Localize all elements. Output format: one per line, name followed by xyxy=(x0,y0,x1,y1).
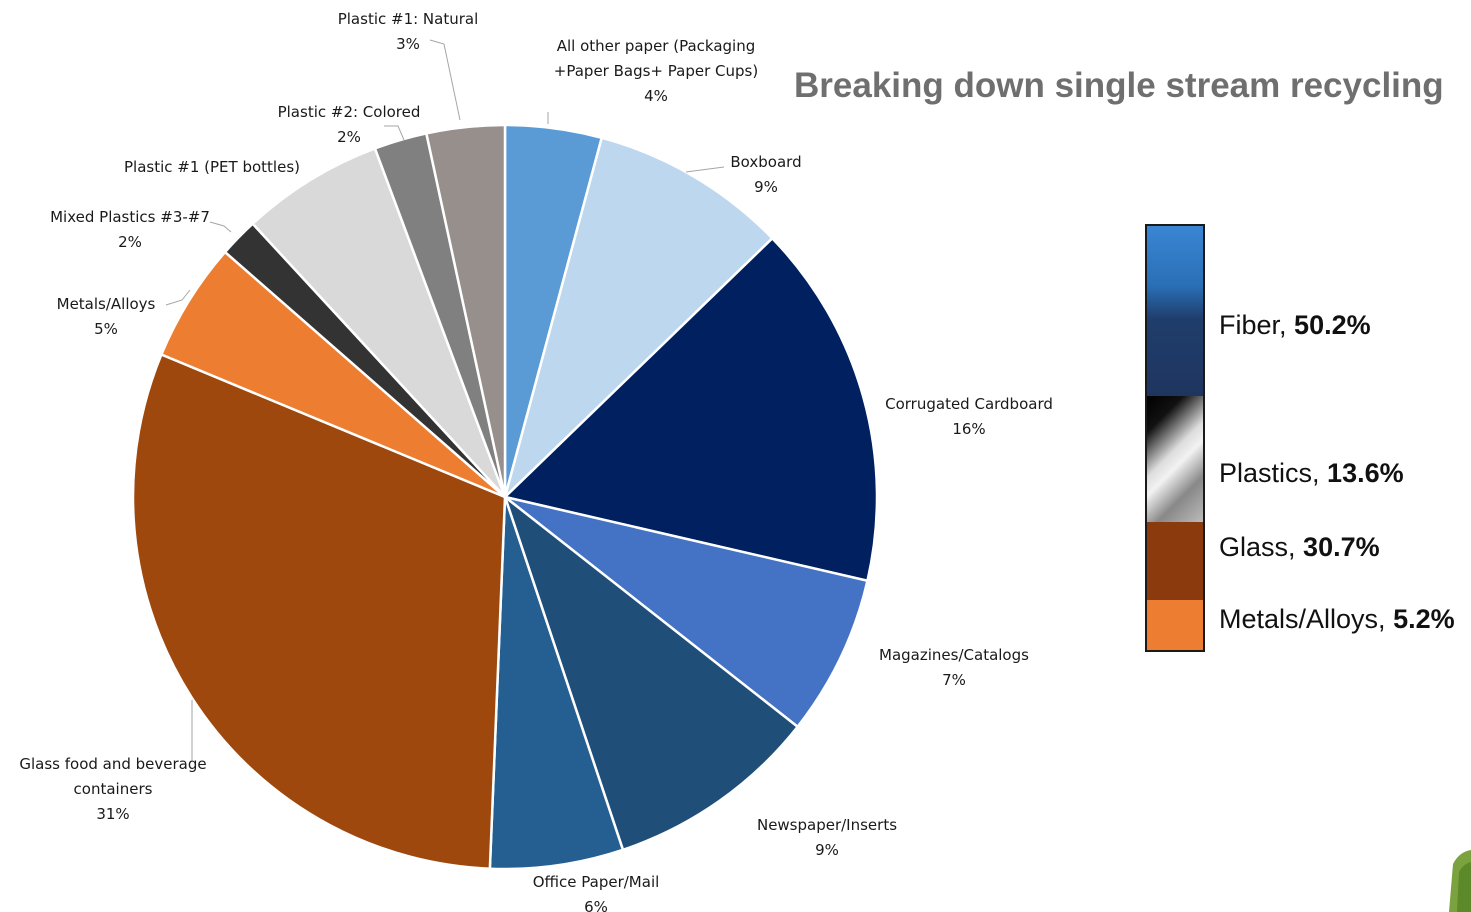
slice-label-plastic-1-natural: Plastic #1: Natural 3% xyxy=(338,10,479,53)
legend-swatch-plastics xyxy=(1147,396,1203,522)
legend-swatch-glass xyxy=(1147,522,1203,600)
legend-value: 13.6% xyxy=(1327,458,1404,488)
leader-line xyxy=(429,39,461,121)
slice-label-boxboard: Boxboard 9% xyxy=(730,153,801,196)
slice-label-corrugated-cardboard: Corrugated Cardboard 16% xyxy=(885,395,1053,438)
slice-label-metals-alloys: Metals/Alloys 5% xyxy=(57,295,156,338)
pie-slice-boxboard xyxy=(502,136,775,502)
pie-slice-plastic-1-pet-bottles xyxy=(250,146,507,498)
legend-name: Fiber xyxy=(1219,310,1280,340)
legend-item-glass: Glass, 30.7% xyxy=(1219,532,1380,562)
legend-item-metals: Metals/Alloys, 5.2% xyxy=(1219,604,1455,634)
legend-name: Glass xyxy=(1219,532,1289,562)
pie-slice-office-paper-mail xyxy=(488,496,625,871)
legend-value: 5.2% xyxy=(1393,604,1455,634)
slice-label-magazines-catalogs: Magazines/Catalogs 7% xyxy=(879,646,1029,689)
slice-label-plastic-1-pet-bottles: Plastic #1 (PET bottles) xyxy=(124,158,300,176)
pie-slice-magazines-catalogs xyxy=(504,495,869,729)
legend-item-plastics: Plastics, 13.6% xyxy=(1219,458,1404,488)
legend-color-bar xyxy=(1145,224,1205,652)
legend-name: Plastics xyxy=(1219,458,1313,488)
pie-slice-plastic-1-natural xyxy=(424,123,507,498)
logo-fragment xyxy=(1449,850,1471,912)
slice-label-newspaper-inserts: Newspaper/Inserts 9% xyxy=(757,816,897,859)
legend-item-fiber: Fiber, 50.2% xyxy=(1219,310,1371,340)
pie-slice-newspaper-inserts xyxy=(502,493,800,852)
chart-title: Breaking down single stream recycling xyxy=(794,66,1444,105)
slice-label-office-paper-mail: Office Paper/Mail 6% xyxy=(533,873,660,912)
legend-value: 50.2% xyxy=(1294,310,1371,340)
leader-line xyxy=(685,166,725,173)
legend-swatch-fiber xyxy=(1147,226,1203,396)
pie-slice-glass-food-and-beverage-containers xyxy=(131,352,507,870)
leader-line xyxy=(384,125,405,141)
pie-slice-corrugated-cardboard xyxy=(502,236,879,583)
legend-swatch-metals xyxy=(1147,600,1203,650)
slice-label-mixed-plastics-3-7: Mixed Plastics #3-#7 2% xyxy=(50,208,210,251)
slice-label-glass-food-and-beverage-containers: Glass food and beverage containers 31% xyxy=(19,755,206,823)
slice-label-plastic-2-colored: Plastic #2: Colored 2% xyxy=(278,103,421,146)
leader-line xyxy=(165,289,191,306)
legend-name: Metals/Alloys xyxy=(1219,604,1379,634)
legend-value: 30.7% xyxy=(1303,532,1380,562)
leader-line xyxy=(209,221,232,233)
slice-label-all-other-paper-packaging-paper-bags-paper-cups: All other paper (Packaging +Paper Bags+ P… xyxy=(554,37,758,105)
